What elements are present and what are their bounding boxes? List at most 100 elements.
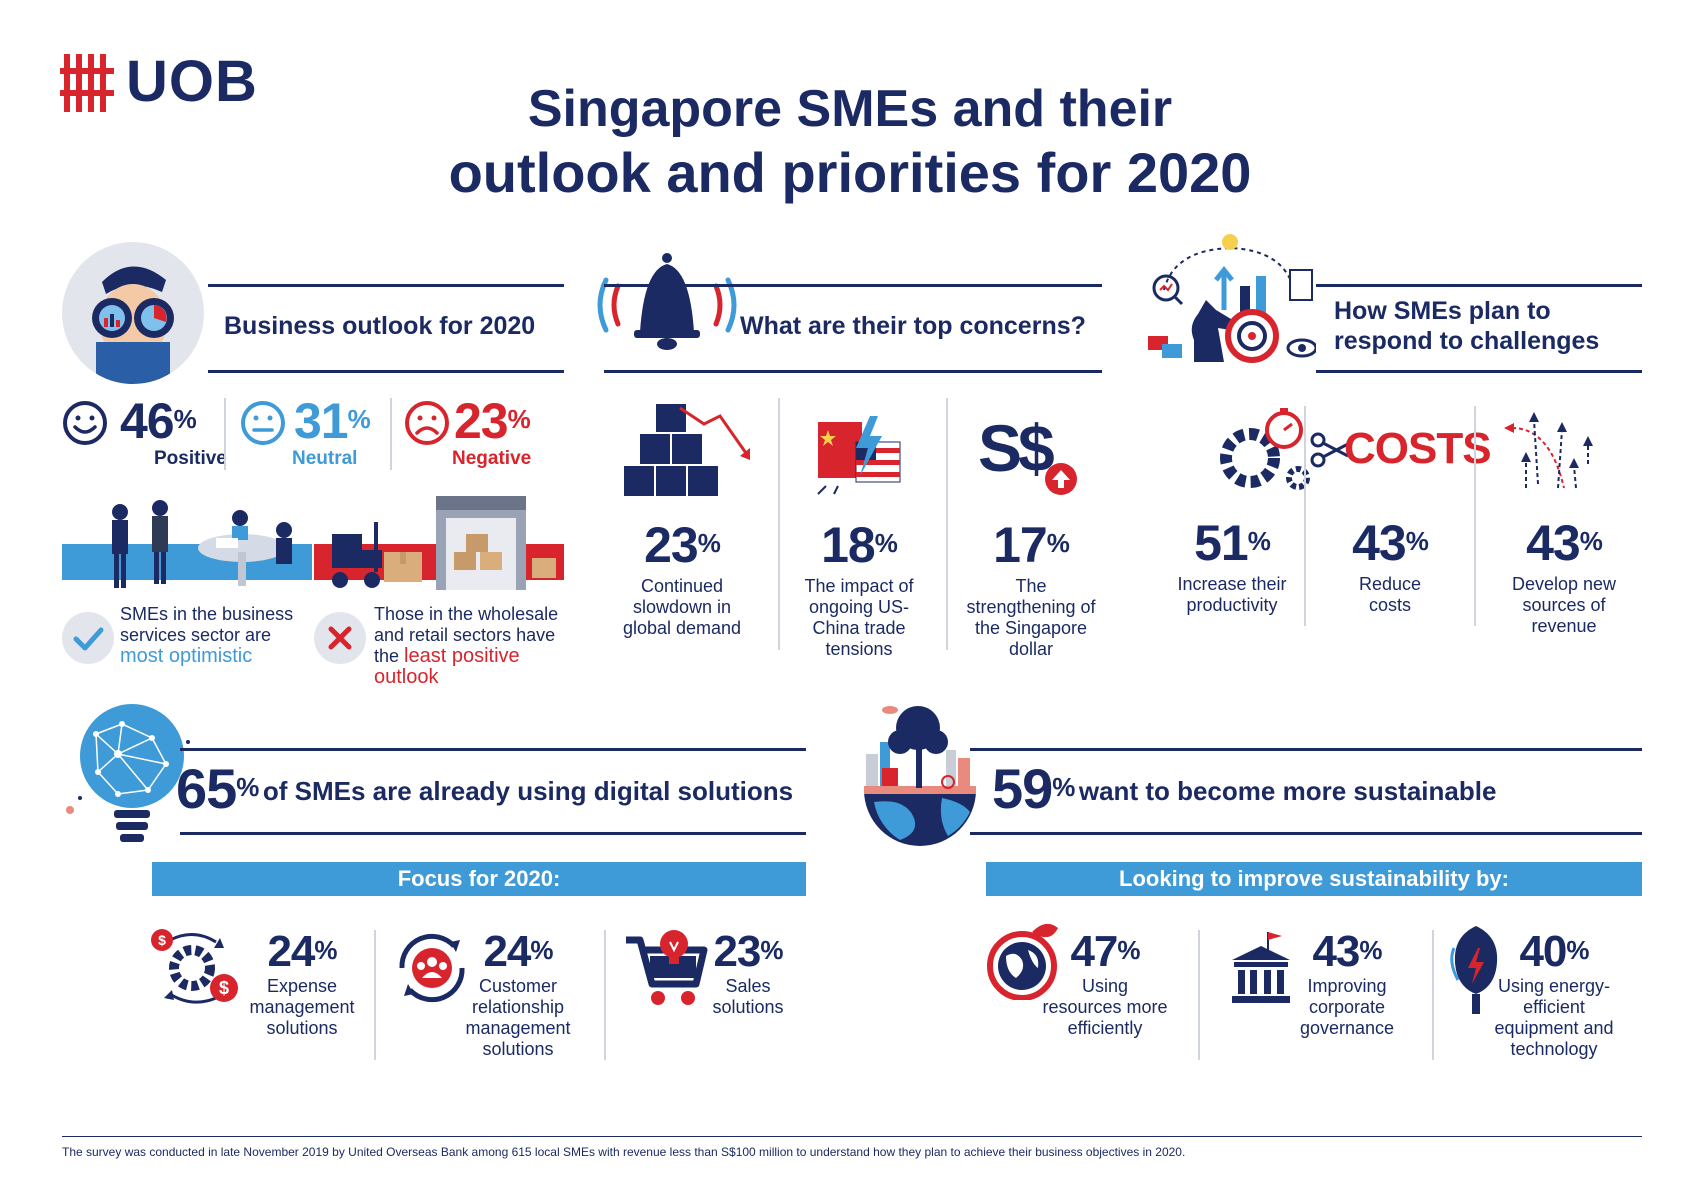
digital-unit-2: % <box>530 935 553 965</box>
response-label-3: Develop new sources of revenue <box>1511 574 1617 636</box>
boxes-decline-icon <box>620 400 756 502</box>
sad-face-icon <box>405 401 449 445</box>
uob-logo: UOB <box>60 49 290 114</box>
optimistic-note: SMEs in the business services sector are… <box>62 604 312 684</box>
digital-text: of SMEs are already using digital soluti… <box>262 776 794 806</box>
sustain-label-2: Improving corporate governance <box>1299 976 1395 1038</box>
earth-tree-icon <box>852 702 982 850</box>
least-positive-text: Those in the wholesale and retail sector… <box>374 604 559 666</box>
concern-value-2: 18 <box>821 517 876 573</box>
digital-item-3: 23% Sales solutions <box>688 930 808 1018</box>
sustain-text: want to become more sustainable <box>1078 776 1497 806</box>
bell-alert-icon <box>592 250 742 360</box>
energy-plug-icon <box>1446 922 1506 1016</box>
digital-unit-3: % <box>760 935 783 965</box>
sustain-item-2: 43% Improving corporate governance <box>1272 930 1422 1039</box>
uob-logo-text: UOB <box>126 49 258 114</box>
outlook-heading: Business outlook for 2020 <box>224 312 536 340</box>
response-value-1: 51 <box>1194 515 1249 571</box>
digital-label-2: Customer relationship management solutio… <box>465 976 571 1059</box>
concern-item-3: 17% The strengthening of the Singapore d… <box>956 520 1106 660</box>
digital-unit: % <box>236 772 259 802</box>
response-label-2: Reduce costs <box>1358 574 1422 615</box>
positive-value: 46 <box>120 393 175 449</box>
sustain-rule-top <box>970 748 1642 751</box>
globe-leaf-icon <box>986 920 1060 1001</box>
digital-rule-bottom <box>180 832 806 835</box>
page-title: Singapore SMEs and their outlook and pri… <box>300 78 1400 206</box>
outlook-rule-top <box>208 284 564 287</box>
outlook-divider-1 <box>224 398 226 470</box>
concerns-heading: What are their top concerns? <box>740 312 1086 340</box>
svg-text:$: $ <box>219 978 229 998</box>
concern-divider-1 <box>778 398 780 650</box>
china-us-flags-icon <box>816 414 902 496</box>
concern-item-1: 23% Continued slowdown in global demand <box>602 520 762 639</box>
positive-stat: 46% Positive <box>62 393 227 470</box>
negative-label: Negative <box>452 448 532 469</box>
concern-item-2: 18% The impact of ongoing US-China trade… <box>780 520 938 660</box>
sustain-rule-bottom <box>970 832 1642 835</box>
wholesale-retail-illustration <box>314 492 564 596</box>
currency-icon-text: S$ <box>978 411 1055 485</box>
cross-circle-icon <box>314 612 366 664</box>
digital-value-3: 23 <box>713 927 761 976</box>
concern-divider-2 <box>946 398 948 650</box>
digital-item-2: 24% Customer relationship management sol… <box>448 930 588 1060</box>
positive-label: Positive <box>154 448 227 469</box>
concerns-rule-bottom <box>604 370 1102 373</box>
concern-label-2: The impact of ongoing US-China trade ten… <box>804 576 914 659</box>
response-value-2: 43 <box>1352 515 1407 571</box>
digital-headline: 65% of SMEs are already using digital so… <box>176 761 816 817</box>
strategy-knight-icon <box>1144 230 1318 372</box>
concern-value-3: 17 <box>993 517 1048 573</box>
digital-divider-2 <box>604 930 606 1060</box>
sustain-divider-1 <box>1198 930 1200 1060</box>
sustain-item-3: 40% Using energy-efficient equipment and… <box>1478 930 1630 1060</box>
concern-unit-3: % <box>1046 528 1070 558</box>
outlook-divider-2 <box>390 398 392 470</box>
response-unit-2: % <box>1405 526 1429 556</box>
sustain-unit-2: % <box>1359 935 1382 965</box>
responses-heading-line1: How SMEs plan to <box>1334 297 1551 325</box>
improve-sustainability-bar: Looking to improve sustainability by: <box>986 862 1642 896</box>
sustain-label-3: Using energy-efficient equipment and tec… <box>1494 976 1614 1059</box>
response-item-3: 43% Develop new sources of revenue <box>1484 518 1644 637</box>
sustain-value-1: 47 <box>1070 927 1118 976</box>
response-label-1: Increase their productivity <box>1177 574 1287 615</box>
digital-value-1: 24 <box>267 927 315 976</box>
response-value-3: 43 <box>1526 515 1581 571</box>
response-unit-3: % <box>1579 526 1603 556</box>
svg-text:$: $ <box>158 932 166 948</box>
outlook-rule-bottom <box>208 370 564 373</box>
footnote-rule <box>62 1136 1642 1137</box>
digital-item-1: 24% Expense management solutions <box>232 930 372 1039</box>
sustain-item-1: 47% Using resources more efficiently <box>1034 930 1176 1039</box>
footnote: The survey was conducted in late Novembe… <box>62 1145 1186 1159</box>
neutral-value: 31 <box>294 393 349 449</box>
response-item-2: 43% Reduce costs <box>1314 518 1466 616</box>
digital-rule-top <box>180 748 806 751</box>
response-unit-1: % <box>1247 526 1271 556</box>
concern-unit-2: % <box>874 528 898 558</box>
negative-stat: 23% Negative <box>404 396 564 470</box>
crm-people-icon <box>392 928 472 1008</box>
sustain-unit-3: % <box>1566 935 1589 965</box>
sustain-value: 59 <box>992 757 1053 820</box>
business-services-illustration <box>62 492 312 596</box>
page-title-line2: outlook and priorities for 2020 <box>448 141 1252 204</box>
least-positive-highlight: least positive outlook <box>374 645 520 688</box>
digital-unit-1: % <box>314 935 337 965</box>
responses-rule-top <box>1316 284 1642 287</box>
responses-heading-line2: respond to challenges <box>1334 327 1600 355</box>
concern-value-1: 23 <box>644 517 699 573</box>
digital-value: 65 <box>176 757 237 820</box>
response-divider-1 <box>1304 406 1306 626</box>
uob-logo-mark-icon <box>60 54 114 112</box>
neutral-unit: % <box>347 404 371 434</box>
government-building-icon <box>1228 930 1294 1006</box>
costs-word: COSTS <box>1344 424 1492 473</box>
responses-heading: How SMEs plan to respond to challenges <box>1334 296 1599 356</box>
gear-stopwatch-icon <box>1218 406 1314 496</box>
sustain-unit-1: % <box>1117 935 1140 965</box>
